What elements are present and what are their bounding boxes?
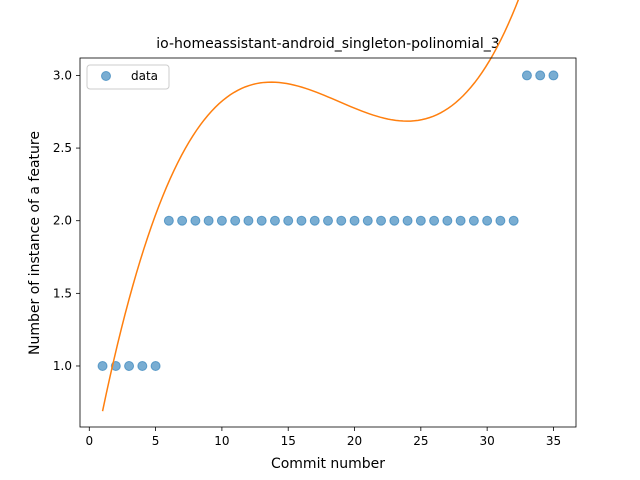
y-tick-label: 2.5: [53, 141, 72, 155]
y-tick-label: 1.5: [53, 286, 72, 300]
data-point: [177, 215, 188, 226]
y-axis-label: Number of instance of a feature: [27, 131, 43, 355]
legend: data: [86, 64, 170, 90]
legend-box: [86, 64, 170, 90]
data-point: [309, 215, 320, 226]
data-point: [243, 215, 254, 226]
data-point: [283, 215, 294, 226]
x-tick-label: 5: [152, 434, 160, 448]
data-point: [97, 360, 108, 371]
data-point: [336, 215, 347, 226]
data-point: [230, 215, 241, 226]
x-tick-label: 10: [214, 434, 229, 448]
fit-line: [101, 0, 520, 412]
axes-background: [80, 58, 576, 427]
data-point: [389, 215, 400, 226]
data-point: [482, 215, 493, 226]
data-point: [402, 215, 413, 226]
x-tick-label: 0: [85, 434, 93, 448]
data-point: [349, 215, 360, 226]
data-point: [455, 215, 466, 226]
data-point: [269, 215, 280, 226]
plot-area: [79, 0, 577, 428]
x-axis-label: Commit number: [271, 456, 385, 472]
x-tick-label: 25: [413, 434, 428, 448]
x-tick-label: 30: [480, 434, 495, 448]
data-point: [415, 215, 426, 226]
x-tick-label: 15: [281, 434, 296, 448]
data-point: [216, 215, 227, 226]
legend-label: data: [131, 69, 158, 83]
data-point: [468, 215, 479, 226]
series-layer: [97, 0, 559, 412]
x-tick-label: 20: [347, 434, 362, 448]
data-point: [521, 70, 532, 81]
data-point: [163, 215, 174, 226]
data-point: [203, 215, 214, 226]
data-point: [137, 360, 148, 371]
data-point: [376, 215, 387, 226]
y-tick-label: 2.0: [53, 214, 72, 228]
data-point: [429, 215, 440, 226]
data-point: [150, 360, 161, 371]
y-tick-label: 3.0: [53, 68, 72, 82]
axes-frame: [79, 57, 577, 428]
data-point: [124, 360, 135, 371]
x-axis-ticks: 0 5 10 15 20 25 30 35: [85, 427, 561, 448]
y-axis-ticks: 1.0 1.5 2.0 2.5 3.0: [53, 68, 80, 373]
x-tick-label: 35: [546, 434, 561, 448]
data-point: [256, 215, 267, 226]
legend-marker: [101, 71, 111, 81]
chart-title: io-homeassistant-android_singleton-polin…: [156, 36, 499, 52]
data-point: [442, 215, 453, 226]
data-point: [362, 215, 373, 226]
data-point: [535, 70, 546, 81]
data-point: [508, 215, 519, 226]
data-point: [548, 70, 559, 81]
data-point: [190, 215, 201, 226]
data-point: [296, 215, 307, 226]
y-tick-label: 1.0: [53, 359, 72, 373]
data-point: [323, 215, 333, 226]
data-point: [495, 215, 506, 226]
